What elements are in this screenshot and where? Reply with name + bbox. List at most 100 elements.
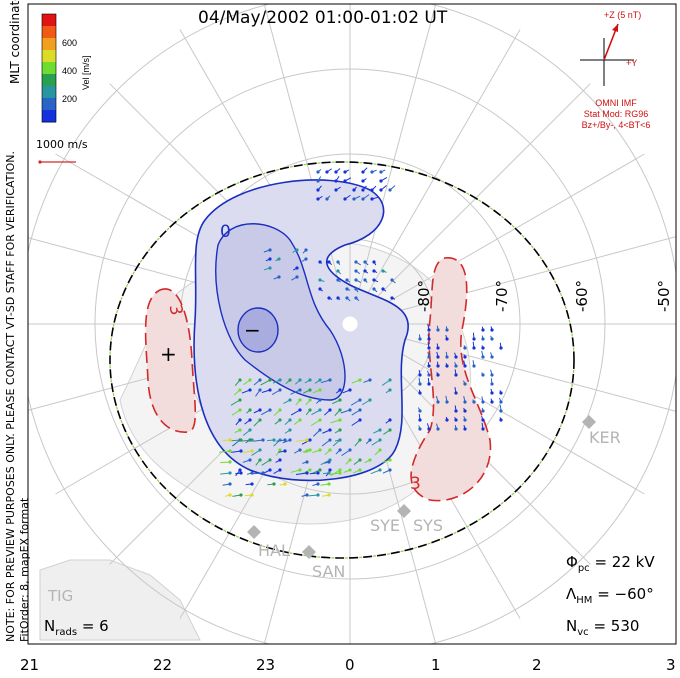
vec-dusk-band-vector-33 — [273, 469, 281, 475]
vec-center-vector-24 — [382, 270, 387, 273]
imf-stat-cond: Bz+/By-, 4<BT<6 — [581, 120, 651, 130]
vec-center-vector-7 — [337, 279, 341, 283]
vec-dusk-band-vector-27 — [271, 389, 281, 395]
vec-dawn-vector-45 — [472, 360, 475, 367]
vec-dusk-band-vector-63 — [322, 429, 331, 434]
vec-north-vector-10 — [344, 177, 352, 182]
vec-dusk-band-vector-29 — [274, 419, 281, 425]
vec-north-vector-16 — [362, 185, 367, 191]
vec-dusk-band-vector-41 — [295, 399, 301, 406]
vec-dawn-vector-57 — [490, 335, 493, 340]
plot-frame-border — [27, 3, 677, 645]
vec-north-vector-15 — [362, 178, 367, 182]
vec-center-vector-21 — [373, 270, 378, 274]
vec-center-vector-23 — [373, 288, 378, 293]
vec-dusk-band-vector-31 — [275, 449, 281, 457]
vec-dawn-vector-22 — [445, 326, 448, 331]
nvc-subscript: vc — [577, 627, 589, 638]
colorbar-segment-4 — [42, 62, 56, 75]
vec-center-vector-11 — [346, 297, 351, 302]
vec-dusk-band-vector-10 — [246, 409, 251, 414]
south-america-landmass — [39, 559, 201, 641]
vec-cusp-vector-8 — [302, 249, 307, 254]
vec-dusk-flow-vector-20 — [278, 450, 286, 453]
vec-dawn-vector-66 — [499, 404, 502, 412]
vec-dawn-vector-60 — [490, 378, 493, 385]
vec-cusp-vector-6 — [292, 267, 298, 271]
vec-dawn-vector-11 — [427, 361, 430, 367]
vec-dawn-vector-48 — [481, 335, 484, 340]
vec-dawn-vector-40 — [463, 407, 466, 412]
vec-dawn-vector-20 — [435, 395, 439, 403]
vec-dusk-band-vector-7 — [235, 469, 241, 477]
vec-dusk-flow-vector-33 — [322, 494, 330, 497]
imf-info: OMNI IMF Stat Mod: RG96 Bz+/By-, 4<BT<6 — [560, 98, 672, 131]
vec-dusk-band-vector-36 — [284, 419, 291, 425]
lambda-value: = −60° — [597, 585, 654, 603]
vec-cusp-vector-5 — [292, 249, 298, 253]
imf-z-label: +Z (5 nT) — [604, 10, 642, 20]
colorbar-segment-8 — [42, 110, 56, 123]
vec-dusk-flow-vector-21 — [279, 483, 286, 486]
vec-dawn-vector-28 — [454, 352, 457, 358]
lat-label-70: -70° — [493, 280, 511, 312]
vec-dusk-band-vector-9 — [241, 389, 251, 394]
region-label: TIG — [48, 587, 74, 605]
station-marker-1 — [397, 504, 411, 518]
vec-dusk-band-vector-87 — [353, 469, 361, 474]
vec-dawn-vector-13 — [427, 377, 430, 385]
vec-north-vector-9 — [344, 169, 350, 173]
vec-center-vector-25 — [382, 288, 387, 292]
vec-dusk-band-vector-57 — [310, 419, 321, 427]
station-ker: KER — [589, 428, 621, 447]
vec-dawn-vector-55 — [481, 422, 484, 430]
vec-dusk-band-vector-17 — [253, 409, 261, 414]
vec-dawn-vector-58 — [490, 352, 493, 358]
vec-dawn-vector-41 — [463, 416, 466, 421]
vec-center-vector-8 — [337, 297, 341, 300]
vec-dawn-vector-24 — [445, 351, 448, 358]
hm-boundary-black — [109, 161, 575, 559]
mlt-label-1: 1 — [431, 656, 441, 674]
vec-dawn-vector-49 — [481, 345, 484, 349]
vec-dusk-flow-vector-15 — [253, 439, 264, 442]
vec-north-vector-21 — [380, 169, 386, 173]
vec-dusk-band-vector-77 — [340, 409, 351, 414]
imf-y-label: +Y — [626, 58, 638, 68]
vec-center-vector-22 — [373, 279, 379, 283]
vec-dawn-vector-21 — [436, 423, 439, 430]
vec-dusk-band-vector-24 — [261, 459, 271, 466]
vec-cusp-vector-3 — [275, 258, 280, 262]
vec-dawn-vector-8 — [427, 334, 430, 340]
fit-order-label: FitOrder: 8, mapEX format — [18, 497, 31, 642]
vec-dusk-band-vector-46 — [304, 379, 311, 384]
vec-dusk-band-vector-95 — [370, 469, 381, 475]
vec-dawn-vector-56 — [490, 326, 493, 331]
vec-dusk-band-vector-53 — [314, 379, 321, 384]
vector-count: Nvc = 530 — [566, 617, 639, 638]
vec-dusk-band-vector-98 — [385, 419, 391, 424]
vec-dusk-band-vector-47 — [303, 389, 311, 394]
vec-north-vector-14 — [362, 167, 368, 173]
nvc-value: = 530 — [593, 617, 640, 635]
vec-north-vector-2 — [317, 185, 322, 191]
mlt-label-0: 0 — [345, 656, 355, 674]
vec-north-vector-7 — [335, 175, 340, 182]
map-title: 04/May/2002 01:00-01:02 UT — [198, 8, 448, 28]
vec-north-vector-3 — [317, 196, 323, 200]
vec-dawn-vector-38 — [463, 380, 466, 385]
vec-dusk-band-vector-43 — [293, 419, 301, 425]
vec-dusk-band-vector-94 — [374, 449, 381, 456]
vec-dusk-band-vector-42 — [290, 409, 301, 416]
colorbar-segment-6 — [42, 86, 56, 99]
vec-dawn-vector-16 — [436, 343, 439, 349]
vec-dusk-band-vector-8 — [243, 379, 251, 385]
vec-dusk-flow-vector-16 — [252, 472, 264, 475]
vec-dusk-flow-vector-9 — [232, 494, 242, 497]
vec-dusk-band-vector-58 — [312, 429, 321, 437]
vec-dusk-flow-vector-0 — [222, 439, 231, 442]
vec-dawn-vector-17 — [436, 351, 439, 358]
colorbar-segment-0 — [42, 14, 56, 27]
vec-dusk-band-vector-61 — [320, 379, 331, 384]
